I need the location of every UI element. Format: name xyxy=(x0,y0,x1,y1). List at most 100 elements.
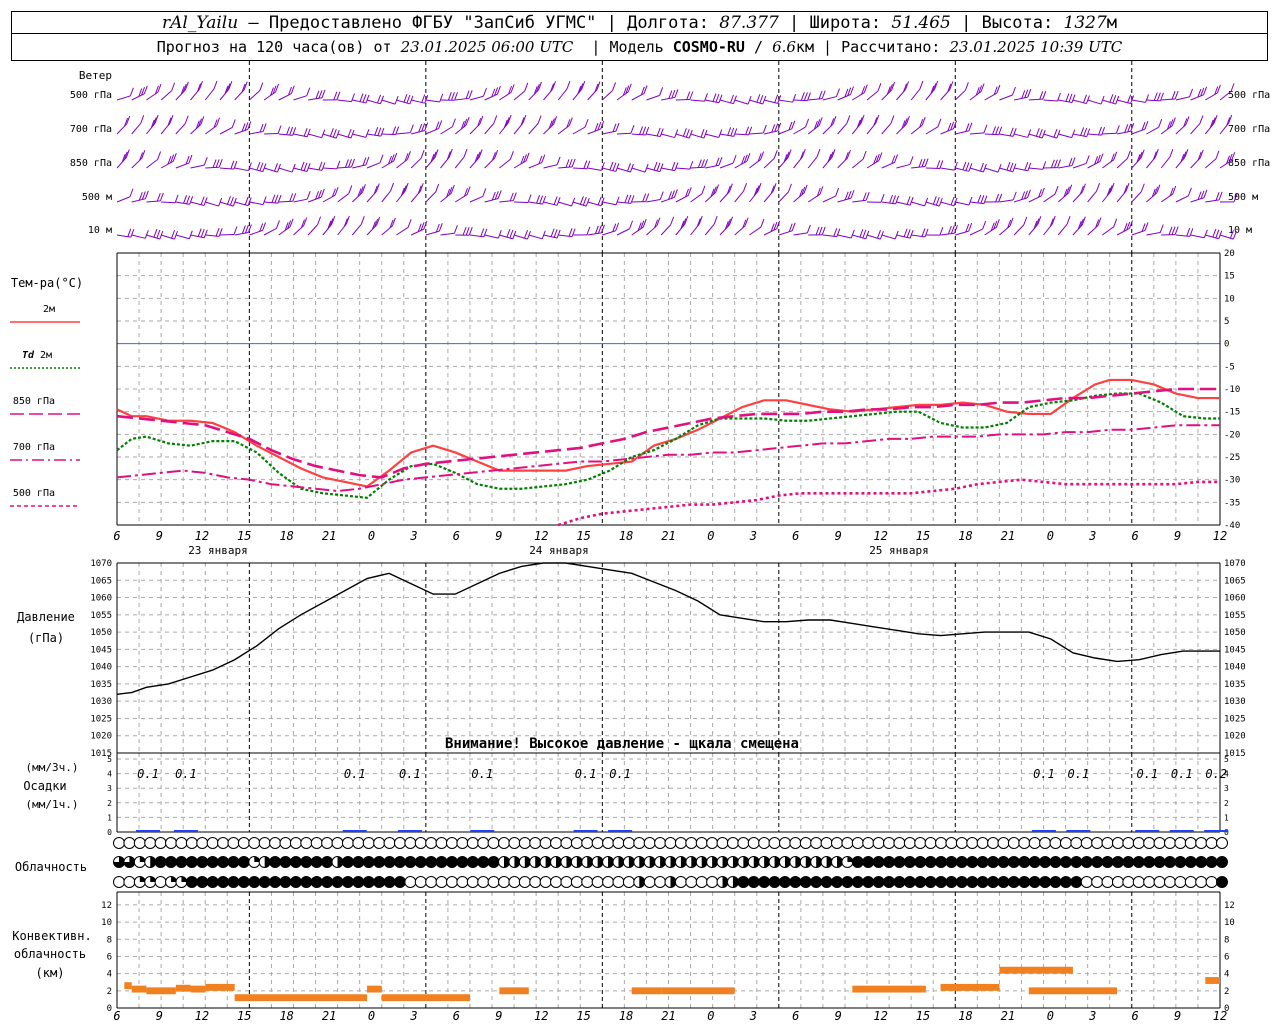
wind-barb-feather xyxy=(821,90,826,99)
wind-barb-feather xyxy=(687,187,692,196)
wind-barb-feather xyxy=(1066,215,1071,225)
cloud-symbol xyxy=(820,876,833,888)
wind-barb-feather xyxy=(682,128,687,137)
cloud-half xyxy=(732,876,739,888)
wind-barb-feather xyxy=(127,228,132,237)
wind-barb xyxy=(690,99,705,102)
wind-barb-feather xyxy=(1215,192,1220,201)
cloud-symbol xyxy=(924,876,937,888)
x-hour-tick: 3 xyxy=(409,1009,417,1023)
x-date-label: 24 января xyxy=(529,544,589,557)
wind-barb xyxy=(1028,133,1043,139)
wind-barb xyxy=(1087,99,1102,105)
wind-barb-feather xyxy=(447,91,452,101)
cloud-symbol xyxy=(393,876,406,888)
wind-barb-feather xyxy=(463,118,468,128)
wind-barb-feather xyxy=(362,94,367,103)
cloud-symbol xyxy=(258,837,271,849)
wind-barb-feather xyxy=(139,152,144,161)
wind-barb-feather xyxy=(713,216,718,225)
wind-barb xyxy=(469,95,484,101)
x-hour-tick: 15 xyxy=(916,529,930,543)
wind-barb-feather xyxy=(627,194,632,204)
x-hour-tick: 21 xyxy=(322,1009,336,1023)
wind-barb-feather xyxy=(873,117,878,126)
wind-barb-feather xyxy=(482,88,487,97)
wind-barb-feather xyxy=(167,155,172,165)
wind-barb-feather xyxy=(950,225,955,234)
wind-barb-feather xyxy=(154,114,159,124)
wind-barb-feather xyxy=(259,223,264,232)
cloud-symbol xyxy=(248,837,261,849)
wind-barb xyxy=(190,164,205,169)
wind-barb-feather xyxy=(327,220,332,230)
x-hour-tick: 15 xyxy=(916,1009,930,1023)
wind-barb xyxy=(322,194,336,203)
cloud-symbol xyxy=(1091,837,1104,849)
wind-barb-feather xyxy=(744,217,749,226)
precip-amount-label: 0.1 xyxy=(575,767,597,781)
wind-barb-feather xyxy=(712,93,717,102)
wind-barb-feather xyxy=(995,219,1000,228)
cloud-symbol xyxy=(737,876,750,888)
altitude-value: 1327 xyxy=(1063,12,1107,33)
wind-barb-feather xyxy=(566,80,571,90)
wind-barb xyxy=(410,228,425,236)
wind-barb-feather xyxy=(409,124,414,133)
x-hour-tick: 12 xyxy=(534,529,548,543)
wind-barb-feather xyxy=(1126,150,1131,159)
wind-barb-feather xyxy=(654,219,659,228)
forecast-info-header: Прогноз на 120 часа(ов) от 23.01.2025 06… xyxy=(11,34,1268,61)
conv-title-1: Конвективн. xyxy=(12,929,91,943)
wind-barb-feather xyxy=(727,127,732,136)
wind-barb xyxy=(661,133,675,139)
cloud-three-quarter xyxy=(123,856,135,868)
wind-barb-feather xyxy=(404,182,409,192)
cloud-quarter xyxy=(150,876,156,882)
wind-barb-feather xyxy=(801,186,806,196)
wind-barb-feather xyxy=(670,216,675,225)
pressure-warning: Внимание! Высокое давление - щкала смеще… xyxy=(445,736,799,752)
wind-barb xyxy=(1160,156,1171,169)
wind-barb-feather xyxy=(659,87,664,96)
cloud-symbols xyxy=(113,837,1228,888)
wind-barb-feather xyxy=(583,160,588,169)
wind-barb-feather xyxy=(1171,91,1176,100)
wind-barb-feather xyxy=(272,85,277,94)
cloud-symbol xyxy=(154,876,167,888)
wind-barb-feather xyxy=(726,185,731,195)
wind-barb-feather xyxy=(792,94,797,103)
wind-barb xyxy=(1160,125,1173,135)
x-hour-tick: 15 xyxy=(576,529,590,543)
wind-barb-feather xyxy=(821,226,826,236)
wind-barb xyxy=(999,133,1014,137)
wind-barb xyxy=(396,99,411,105)
wind-barb-feather xyxy=(262,196,267,205)
x-hour-tick: 21 xyxy=(661,529,675,543)
wind-barb-feather xyxy=(539,195,544,204)
temp-y-tick: -35 xyxy=(1224,498,1240,508)
wind-barb-feather xyxy=(1141,122,1146,131)
wind-barb-feather xyxy=(1184,149,1189,158)
wind-barb-feather xyxy=(479,115,484,125)
wind-barb-feather xyxy=(733,128,738,137)
cloud-symbol xyxy=(1111,876,1124,888)
pressure-y-tick: 1035 xyxy=(90,680,112,690)
wind-barb xyxy=(955,130,970,135)
wind-barb-feather xyxy=(905,81,910,90)
temp-y-tick: -30 xyxy=(1224,476,1240,486)
wind-barb xyxy=(146,91,159,101)
wind-barb-feather xyxy=(791,222,796,231)
wind-level-label: 500 гПа xyxy=(1228,90,1270,101)
wind-barb xyxy=(631,226,644,236)
wind-barb-feather xyxy=(697,159,702,168)
cloud-symbol xyxy=(1143,856,1156,868)
wind-barb-feather xyxy=(1125,183,1130,192)
wind-barb-feather xyxy=(275,220,280,229)
wind-barb-feather xyxy=(850,86,854,95)
wind-barb xyxy=(293,167,308,172)
wind-barb xyxy=(249,167,264,173)
wind-barb-feather xyxy=(508,85,513,95)
wind-barb-feather xyxy=(216,117,221,126)
wind-barb-feather xyxy=(568,228,573,237)
